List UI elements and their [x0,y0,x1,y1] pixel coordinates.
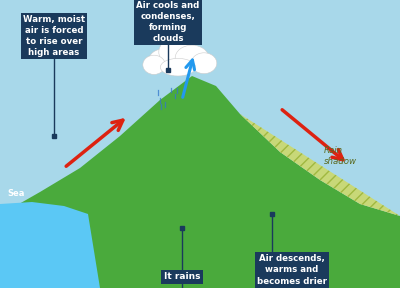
Text: Air cools and
condenses,
forming
clouds: Air cools and condenses, forming clouds [136,1,200,43]
Ellipse shape [159,37,197,67]
Text: Sea: Sea [7,190,24,198]
Text: Rain
shadow: Rain shadow [324,146,357,166]
Ellipse shape [191,53,217,74]
Polygon shape [240,114,400,216]
Ellipse shape [175,45,209,71]
Ellipse shape [143,55,165,74]
Polygon shape [0,76,400,288]
Polygon shape [0,202,100,288]
Ellipse shape [149,49,179,71]
Text: It rains: It rains [164,272,200,281]
Text: Air descends,
warms and
becomes drier: Air descends, warms and becomes drier [257,254,327,286]
Ellipse shape [160,58,196,76]
Text: Warm, moist
air is forced
to rise over
high areas: Warm, moist air is forced to rise over h… [23,15,85,57]
